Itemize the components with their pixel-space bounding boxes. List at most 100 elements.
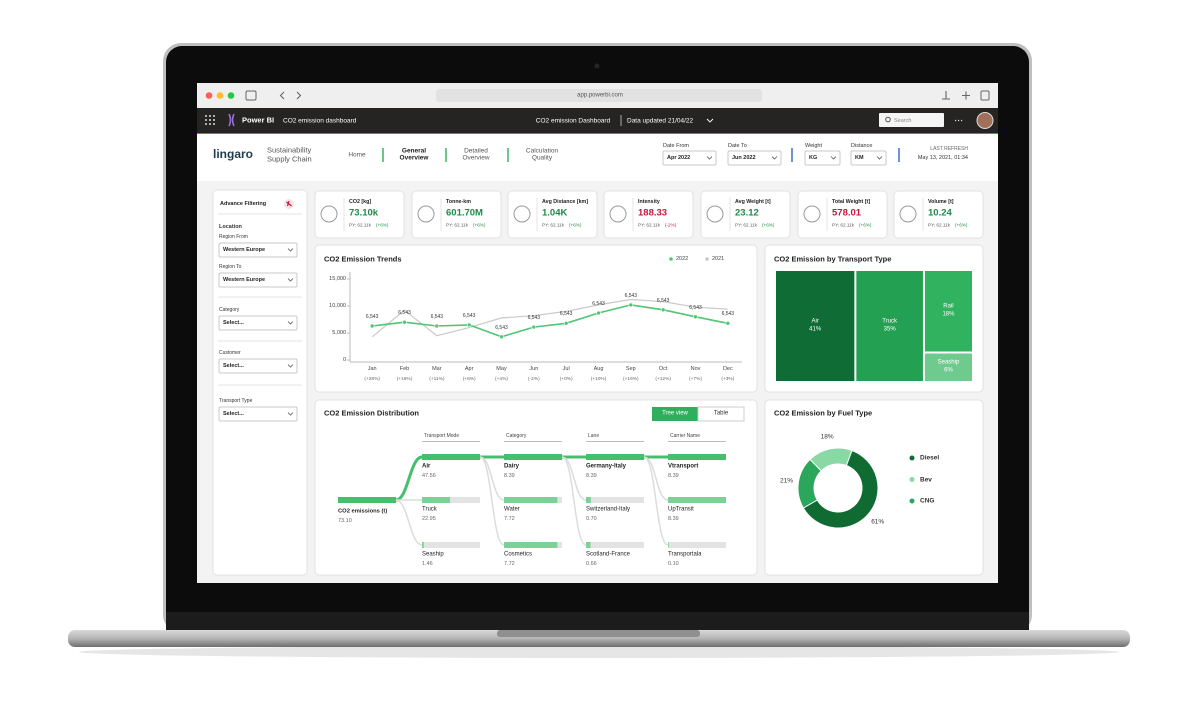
point-label: 6,543 xyxy=(462,313,476,320)
kpi-icon xyxy=(609,205,627,223)
node-label: CO2 emissions (t) xyxy=(338,508,388,515)
change-label: (+3%) xyxy=(721,377,735,383)
kpi-icon xyxy=(899,205,917,223)
treemap-cell xyxy=(856,271,923,381)
chevron xyxy=(771,156,778,160)
kpi-card xyxy=(893,190,984,239)
point-label: 6,543 xyxy=(527,315,541,322)
kpi-label: CO2 [kg] xyxy=(349,198,372,205)
nav-link[interactable]: Home xyxy=(348,151,366,159)
kpi-label: Total Weight [t] xyxy=(832,198,871,205)
close-button[interactable] xyxy=(205,92,213,99)
bar-track xyxy=(422,542,480,548)
dropdown[interactable] xyxy=(850,150,887,166)
donut-segment xyxy=(797,458,822,509)
filter-label: Date From xyxy=(663,142,689,149)
kpi-previous: PY: 62.11k xyxy=(349,222,371,228)
search-placeholder[interactable]: Search xyxy=(894,117,912,124)
dropdown[interactable] xyxy=(218,242,298,258)
kpi-label: Intensity xyxy=(638,198,660,205)
nav-arrows[interactable] xyxy=(279,91,302,100)
bar xyxy=(422,497,450,503)
dropdown[interactable] xyxy=(727,150,782,166)
kpi-change: (+6%) xyxy=(376,222,389,228)
field-label: Region From xyxy=(219,234,248,241)
line xyxy=(371,298,728,338)
app-logo xyxy=(228,113,235,127)
dropdown[interactable] xyxy=(218,406,298,422)
url[interactable]: app.powerbi.com xyxy=(577,92,623,99)
nav-link[interactable]: Detailed Overview xyxy=(462,147,490,162)
tabs-button[interactable] xyxy=(980,90,990,101)
dropdown-value: KM xyxy=(855,154,864,161)
view-toggle[interactable] xyxy=(697,406,745,422)
point-label: 6,543 xyxy=(430,314,444,321)
point xyxy=(499,334,504,340)
view-toggle[interactable] xyxy=(652,407,698,421)
legend-marker xyxy=(909,477,915,482)
point xyxy=(466,322,472,328)
kpi-label: Avg Weight [t] xyxy=(735,198,771,205)
treemap-cell xyxy=(924,353,972,381)
data-updated[interactable]: Data updated 21/04/22 xyxy=(627,116,694,124)
y-tick-label: 5,000 xyxy=(332,329,346,336)
filter-label: Date To xyxy=(728,142,747,149)
point-label: 6,543 xyxy=(592,301,605,308)
nav-link[interactable]: General Overview xyxy=(399,147,429,162)
address-bar[interactable] xyxy=(436,89,762,102)
node-value: 8.39 xyxy=(668,515,679,522)
change-label: (+7%) xyxy=(689,377,702,383)
chevron xyxy=(876,156,883,160)
app-bar xyxy=(197,108,998,133)
level-header: Lane xyxy=(588,433,600,440)
dropdown[interactable] xyxy=(218,272,298,288)
minimize-button[interactable] xyxy=(216,92,224,99)
avatar[interactable] xyxy=(976,112,994,129)
dropdown[interactable] xyxy=(218,315,298,331)
node-value: 0.70 xyxy=(586,515,597,522)
segment-label: 18% xyxy=(820,433,834,441)
kpi-label: Avg Distance [km] xyxy=(542,198,589,205)
dropdown[interactable] xyxy=(662,150,717,166)
toggle-label[interactable]: Tree view xyxy=(662,410,688,417)
treemap-cell xyxy=(924,271,972,352)
kpi-previous: PY: 62.11k xyxy=(638,222,660,228)
y-tick-label: 10,000 xyxy=(329,302,346,309)
last-refresh: May 13, 2021, 01:34 xyxy=(917,154,968,161)
node-value: 0.66 xyxy=(586,560,597,567)
toggle-label[interactable]: Table xyxy=(713,410,729,417)
kpi-value: 73.10k xyxy=(349,207,379,219)
dropdown-value: Select... xyxy=(223,319,244,326)
kpi-previous: PY: 62.11k xyxy=(735,222,757,228)
sidebar-button[interactable] xyxy=(245,90,257,101)
app-launcher[interactable] xyxy=(205,115,215,125)
node-label: Cosmetics xyxy=(504,551,533,558)
header-border xyxy=(197,133,998,134)
laptop-notch xyxy=(497,630,700,637)
browser-actions[interactable] xyxy=(942,91,970,100)
dropdown[interactable] xyxy=(804,150,841,166)
y-tick-label: 0 xyxy=(342,356,346,363)
search-field[interactable] xyxy=(879,113,944,127)
legend-label: Diesel xyxy=(920,454,940,462)
connector xyxy=(395,499,423,546)
x-tick-label: Nov xyxy=(690,365,701,372)
nav-link[interactable]: Calculation Quality xyxy=(525,147,559,162)
kpi-previous: PY: 62.11k xyxy=(446,222,468,228)
segment-label: 21% xyxy=(779,477,793,485)
bar xyxy=(586,497,591,503)
kpi-icon xyxy=(417,205,435,223)
kpi-value: 23.12 xyxy=(735,207,759,219)
node-value: 7.72 xyxy=(504,515,515,522)
legend-label: CNG xyxy=(920,497,935,505)
point xyxy=(434,323,440,329)
kpi-card xyxy=(314,190,405,239)
bar-track xyxy=(586,542,644,548)
maximize-button[interactable] xyxy=(227,92,235,99)
kpi-change: (+6%) xyxy=(569,222,582,228)
connector xyxy=(643,456,669,546)
dropdown[interactable] xyxy=(218,358,298,374)
camera xyxy=(594,63,600,69)
nav-separators xyxy=(382,148,509,162)
node-value: 47.56 xyxy=(422,472,436,479)
